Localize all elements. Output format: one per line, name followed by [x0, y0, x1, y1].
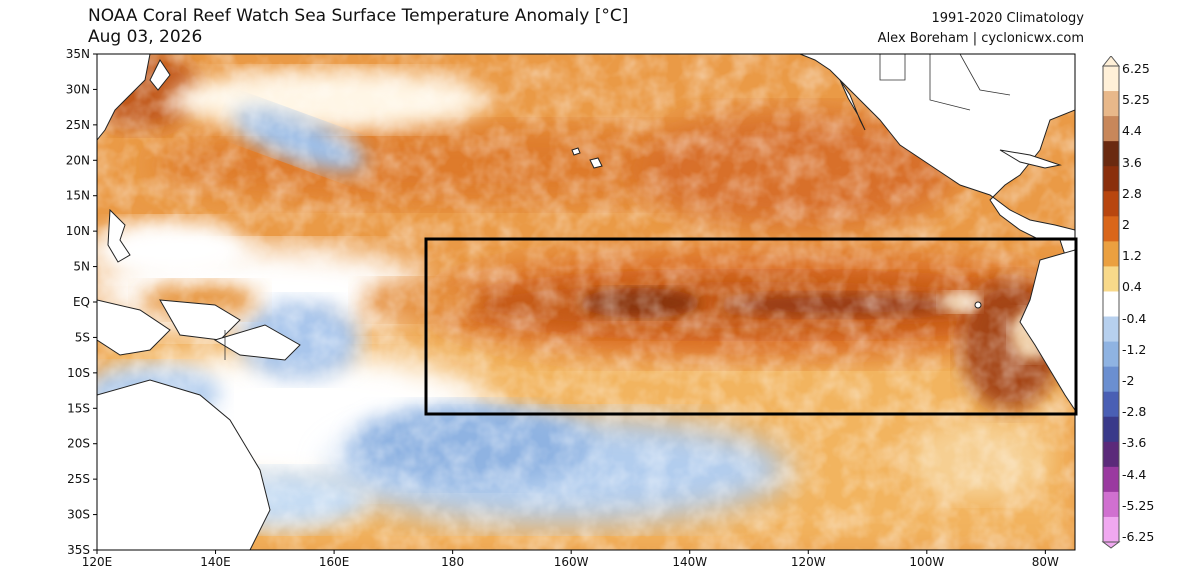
- colorbar-swatch: [1103, 241, 1119, 267]
- lat-tick-label: 20S: [67, 437, 90, 451]
- colorbar-swatch: [1103, 91, 1119, 117]
- lon-tick-label: 140W: [672, 555, 707, 569]
- lat-tick-label: 15S: [67, 401, 90, 415]
- colorbar-swatch: [1103, 191, 1119, 217]
- colorbar-swatch: [1103, 491, 1119, 518]
- border-lines: [224, 54, 1011, 360]
- lat-tick-label: 30N: [66, 82, 90, 96]
- colorbar-swatch: [1103, 216, 1119, 242]
- lon-tick-label: 100W: [909, 555, 944, 569]
- colorbar-top-arrow: [1101, 56, 1121, 67]
- lat-tick-label: 5S: [75, 330, 90, 344]
- colorbar-swatch: [1103, 341, 1119, 368]
- latitude-axis: 35N 30N 25N 20N 15N 10N 5N EQ 5S 10S 15S 20S 25S 30S 3…: [66, 47, 97, 557]
- land-masses: [97, 54, 1075, 550]
- lon-tick-label: 120E: [82, 555, 113, 569]
- colorbar-label: -6.25: [1122, 529, 1155, 544]
- colorbar-swatch: [1103, 141, 1119, 167]
- climatology-label: 1991-2020 Climatology: [931, 11, 1084, 26]
- lat-tick-label: 10S: [67, 366, 90, 380]
- credit-label: Alex Boreham | cyclonicwx.com: [877, 31, 1084, 46]
- colorbar-swatch: [1103, 66, 1119, 92]
- lat-tick-label: 15N: [66, 189, 90, 203]
- lat-tick-label: 20N: [66, 153, 90, 167]
- colorbar-swatch: [1103, 266, 1119, 292]
- colorbar-swatch: [1103, 291, 1119, 318]
- colorbar-swatch: [1103, 391, 1119, 418]
- colorbar-label: 4.4: [1122, 123, 1142, 139]
- lon-tick-label: 80W: [1032, 555, 1059, 569]
- colorbar-label: -2.8: [1122, 404, 1147, 420]
- colorbar-swatch: [1103, 366, 1119, 393]
- nino-region-box: [424, 237, 1078, 416]
- colorbar-label: 2: [1122, 217, 1130, 232]
- colorbar-swatch: [1103, 166, 1119, 192]
- map-title: NOAA Coral Reef Watch Sea Surface Temper…: [88, 6, 629, 26]
- lon-tick-label: 160E: [319, 555, 350, 569]
- colorbar-label: -3.6: [1122, 435, 1147, 451]
- lon-tick-label: 160W: [554, 555, 589, 569]
- lon-tick-label: 180: [441, 555, 464, 569]
- lat-tick-label: 25N: [66, 118, 90, 132]
- lat-tick-label: 10N: [66, 224, 90, 238]
- colorbar-swatch: [1103, 441, 1119, 468]
- lat-tick-label: 35N: [66, 47, 90, 61]
- lon-tick-label: 140E: [200, 555, 231, 569]
- lat-tick-label: 30S: [67, 508, 90, 522]
- colorbar-label: -4.4: [1122, 466, 1147, 482]
- colorbar: [1101, 56, 1121, 549]
- map-date: Aug 03, 2026: [88, 27, 203, 47]
- colorbar-label: -1.2: [1122, 341, 1147, 357]
- colorbar-label: 5.25: [1122, 92, 1150, 108]
- colorbar-swatch: [1103, 416, 1119, 443]
- colorbar-frame: [1102, 65, 1120, 543]
- colorbar-swatch: [1103, 516, 1119, 543]
- colorbar-label: -0.4: [1122, 310, 1147, 326]
- colorbar-swatch: [1103, 466, 1119, 493]
- lat-tick-label: 5N: [73, 260, 90, 274]
- lat-tick-label: 35S: [67, 543, 90, 557]
- colorbar-label: -2: [1122, 373, 1135, 388]
- lat-tick-label: EQ: [73, 295, 90, 309]
- lon-tick-label: 120W: [791, 555, 826, 569]
- lat-tick-label: 25S: [67, 472, 90, 486]
- anomaly-field: [97, 54, 1075, 550]
- longitude-axis: 120E 140E 160E 180 160W 140W 120W 100W 80W: [82, 550, 1059, 569]
- colorbar-label: 6.25: [1122, 61, 1150, 76]
- colorbar-label: 2.8: [1122, 185, 1142, 201]
- colorbar-label: -5.25: [1122, 497, 1155, 513]
- colorbar-label: 3.6: [1122, 154, 1142, 170]
- colorbar-swatch: [1103, 116, 1119, 142]
- colorbar-swatch: [1103, 316, 1119, 343]
- colorbar-label: 0.4: [1122, 279, 1142, 295]
- colorbar-bottom-arrow: [1101, 541, 1121, 549]
- colorbar-label: 1.2: [1122, 248, 1142, 264]
